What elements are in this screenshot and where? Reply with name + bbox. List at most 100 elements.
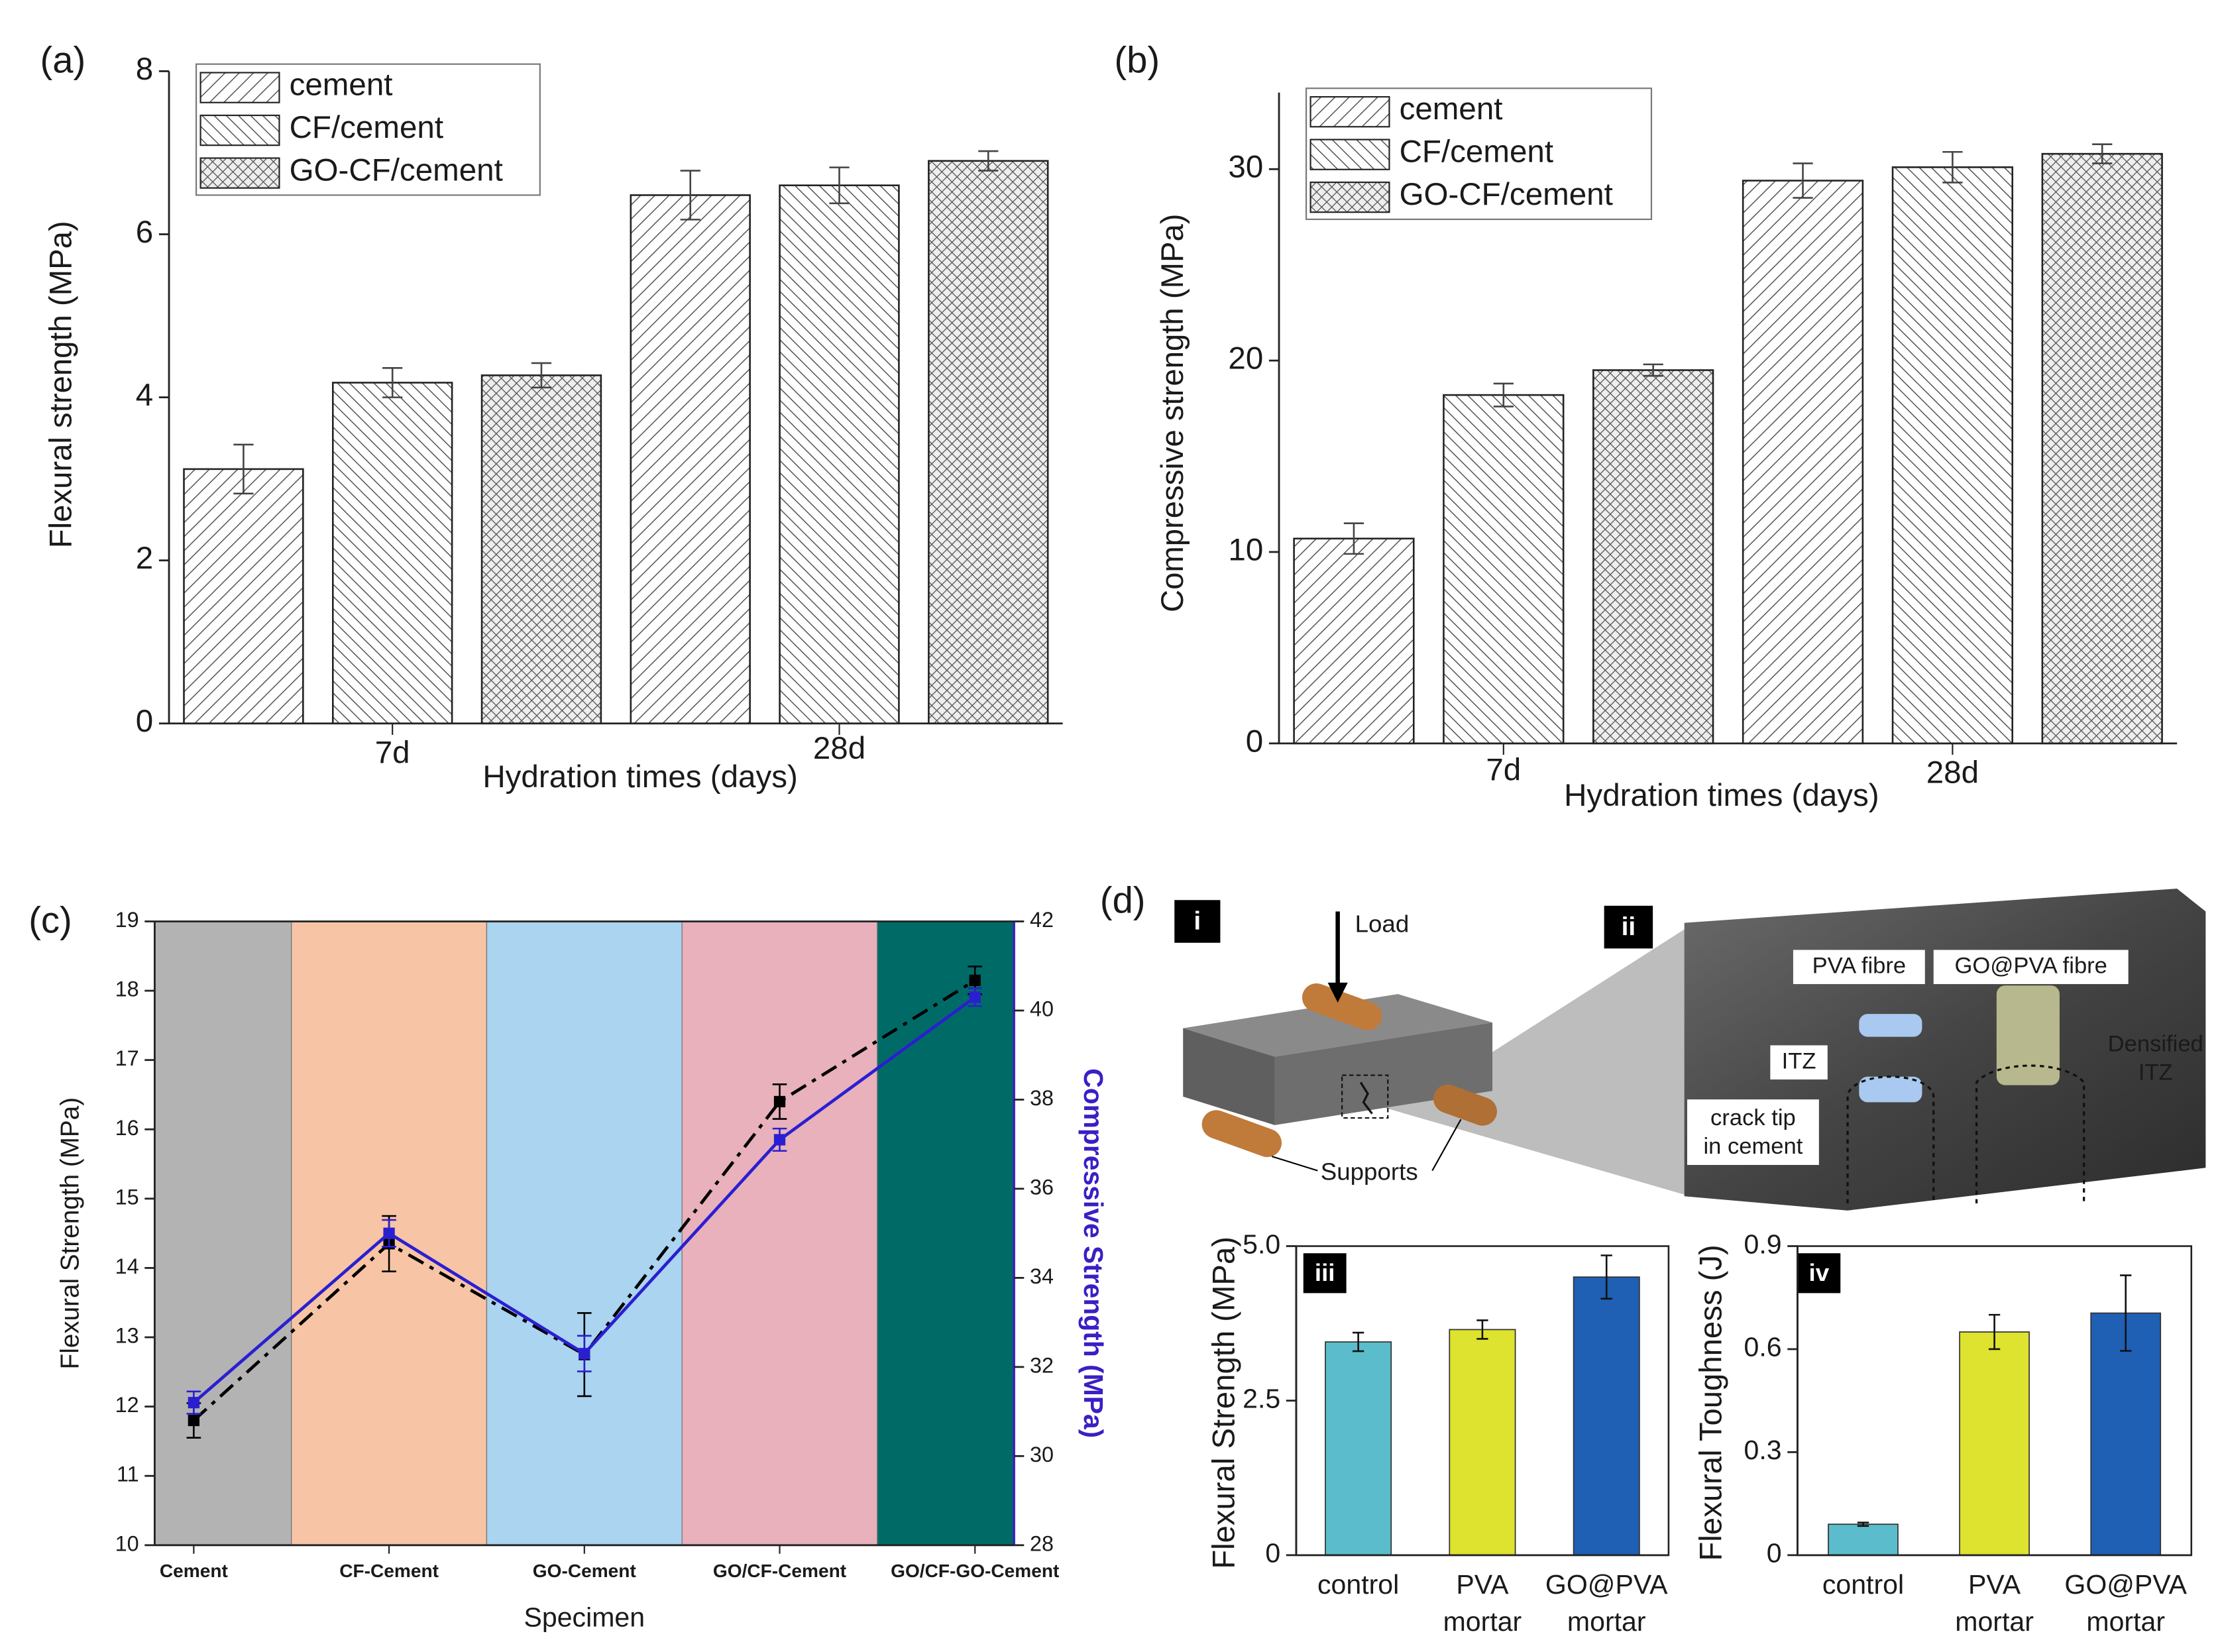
x-tick-label: CF-Cement bbox=[339, 1561, 439, 1581]
x-tick-label: 7d bbox=[375, 736, 410, 771]
y-tick-label: 8 bbox=[136, 52, 153, 87]
coated-fibre bbox=[1996, 985, 2060, 1085]
y-tick-label: 4 bbox=[136, 378, 153, 413]
label-box bbox=[1793, 950, 1925, 985]
bar bbox=[1828, 1523, 1899, 1556]
legend-label: cement bbox=[1400, 91, 1503, 127]
label: GO@PVA fibre bbox=[1955, 953, 2107, 978]
y2-tick-label: 42 bbox=[1030, 908, 1054, 932]
bar bbox=[1592, 369, 1714, 745]
label-box bbox=[1687, 1099, 1819, 1165]
y-tick-label: 18 bbox=[115, 977, 139, 1001]
tag-box bbox=[1174, 900, 1221, 943]
legend-swatch bbox=[199, 72, 280, 103]
bar bbox=[1959, 1331, 2030, 1556]
y-axis-label: Flexural Toughness (J) bbox=[1693, 1244, 1728, 1561]
label: PVA fibre bbox=[1812, 953, 1907, 978]
panel-label: (c) bbox=[28, 899, 72, 941]
marker bbox=[773, 1095, 786, 1108]
bar bbox=[1573, 1276, 1640, 1556]
x-tick-label: GO-Cement bbox=[533, 1561, 636, 1581]
label: ITZ bbox=[1782, 1048, 1816, 1074]
label-box bbox=[1770, 1045, 1828, 1080]
y2-tick-label: 32 bbox=[1030, 1353, 1054, 1377]
y-tick-label: 19 bbox=[115, 908, 139, 932]
y-axis-label: Flexural Strength (MPa) bbox=[56, 1097, 84, 1369]
y-tick-label: 20 bbox=[1228, 341, 1263, 376]
legend-label: cement bbox=[290, 68, 393, 103]
y2-axis-label: Compressive Strength (MPa) bbox=[1078, 1068, 1109, 1438]
bar bbox=[1742, 180, 1864, 745]
bar bbox=[1443, 394, 1565, 745]
legend-swatch bbox=[199, 157, 280, 189]
fibre bbox=[1859, 1076, 1922, 1103]
beam-side bbox=[1183, 1028, 1275, 1125]
fibre bbox=[1859, 1014, 1922, 1037]
tag-box bbox=[1303, 1253, 1347, 1294]
chart: control PVA mortar GO@PVA mortar iv 0 0.3 0.6 0.9… bbox=[1693, 1229, 2193, 1637]
marker bbox=[773, 1134, 786, 1146]
bar bbox=[1891, 166, 2014, 745]
tag: iv bbox=[1809, 1259, 1830, 1286]
y2-tick-label: 34 bbox=[1030, 1264, 1054, 1288]
roller bbox=[1302, 983, 1382, 1030]
y-tick-label: 11 bbox=[117, 1462, 139, 1486]
x-tick-label: PVA mortar bbox=[1443, 1569, 1522, 1637]
leader bbox=[1431, 1119, 1462, 1172]
x-axis-label: Hydration times (days) bbox=[482, 759, 798, 795]
marker bbox=[579, 1348, 590, 1360]
y-tick-label: 30 bbox=[1228, 150, 1263, 185]
y-tick-label: 15 bbox=[115, 1185, 139, 1209]
bar bbox=[331, 382, 453, 725]
bar bbox=[2090, 1312, 2162, 1556]
beam-top bbox=[1183, 994, 1493, 1057]
zoom-wedge bbox=[1346, 925, 1691, 1197]
chart: Cement CF-Cement GO-Cement GO/CF-Cement GO/C… bbox=[28, 899, 1109, 1633]
y-tick-label: 0 bbox=[1265, 1538, 1280, 1569]
bar bbox=[1293, 537, 1415, 745]
legend-swatch bbox=[1309, 96, 1390, 128]
category-band bbox=[486, 920, 683, 1546]
y-tick-label: 0 bbox=[136, 704, 153, 739]
y-tick-label: 0.9 bbox=[1744, 1229, 1782, 1259]
marker bbox=[188, 1397, 200, 1409]
marker bbox=[383, 1227, 395, 1239]
bar bbox=[928, 160, 1049, 725]
y2-tick-label: 30 bbox=[1030, 1443, 1054, 1466]
tag-box bbox=[1604, 905, 1653, 949]
legend-swatch bbox=[1309, 182, 1390, 213]
label: Supports bbox=[1321, 1158, 1418, 1185]
y2-tick-label: 36 bbox=[1030, 1176, 1054, 1199]
y-tick-label: 10 bbox=[115, 1531, 139, 1555]
bar bbox=[779, 184, 900, 725]
x-axis-label: Specimen bbox=[524, 1602, 645, 1632]
category-band bbox=[877, 920, 1015, 1546]
legend-label: GO-CF/cement bbox=[1400, 177, 1613, 212]
x-tick-label: 7d bbox=[1486, 752, 1521, 787]
y-tick-label: 5.0 bbox=[1243, 1229, 1280, 1259]
y-tick-label: 12 bbox=[115, 1393, 139, 1417]
y-axis-label: Compressive strength (MPa) bbox=[1155, 213, 1190, 612]
y-tick-label: 0 bbox=[1767, 1538, 1782, 1569]
category-band bbox=[154, 920, 292, 1546]
category-band bbox=[681, 920, 878, 1546]
x-tick-label: 28d bbox=[1926, 755, 1979, 791]
y-tick-label: 2.5 bbox=[1243, 1384, 1280, 1414]
bar bbox=[630, 194, 751, 725]
y-tick-label: 0 bbox=[1246, 724, 1263, 759]
itz-outline bbox=[1846, 1064, 2085, 1204]
marker bbox=[969, 974, 981, 986]
y-tick-label: 2 bbox=[136, 541, 153, 576]
chart: control PVA mortar GO@PVA mortar iii 0 2.5 5.0Fl… bbox=[1207, 1229, 1670, 1637]
x-tick-label: 28d bbox=[813, 731, 865, 766]
panel-label: (b) bbox=[1114, 38, 1160, 80]
roller bbox=[1433, 1084, 1498, 1126]
tag: ii bbox=[1622, 913, 1636, 942]
x-axis-label: Hydration times (days) bbox=[1564, 778, 1879, 813]
bar bbox=[2041, 152, 2163, 745]
marker bbox=[188, 1414, 200, 1427]
label: Load bbox=[1355, 910, 1410, 938]
y2-tick-label: 40 bbox=[1030, 997, 1054, 1021]
bar bbox=[1325, 1341, 1392, 1556]
load-arrow-head bbox=[1327, 982, 1348, 1003]
